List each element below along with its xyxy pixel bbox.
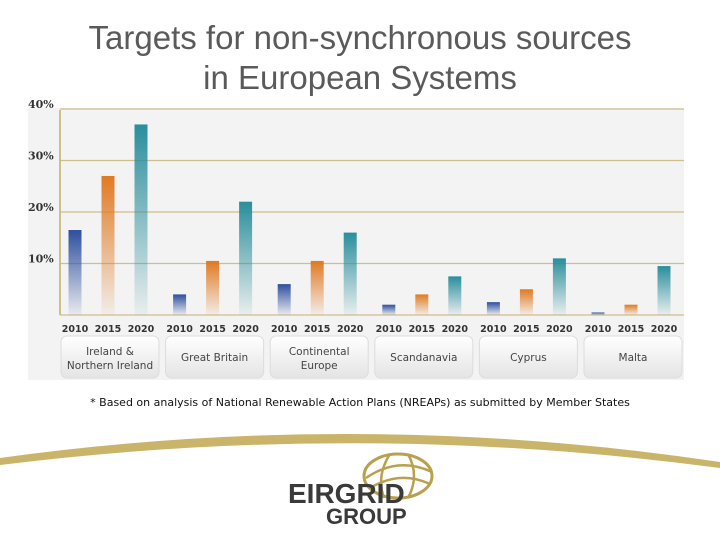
group-label-box (478, 335, 578, 379)
title-line-2: in European Systems (203, 59, 517, 96)
footnote: * Based on analysis of National Renewabl… (90, 396, 630, 409)
group-label: Continental (289, 346, 350, 358)
group-label-box (165, 335, 265, 379)
bar-1-2010 (68, 230, 82, 315)
x-tick-label: 2010 (271, 324, 298, 335)
group-label: Scandanavia (390, 352, 457, 364)
bar-1-2020 (134, 124, 148, 315)
x-tick-label: 2010 (585, 324, 612, 335)
logo-subtitle: GROUP (326, 504, 407, 529)
logo-wordmark: EIRGRID (288, 478, 405, 509)
globe-icon (362, 452, 434, 500)
y-tick-label: 10% (28, 253, 54, 266)
eirgrid-logo: EIRGRID GROUP (280, 448, 460, 529)
x-tick-label: 2010 (480, 324, 507, 335)
bar-6-2010 (591, 312, 605, 315)
bar-1-2015 (101, 175, 115, 315)
group-label-box (60, 335, 160, 379)
x-tick-label: 2015 (618, 324, 644, 335)
group-label: Malta (619, 352, 648, 364)
bar-2-2010 (173, 294, 187, 315)
bar-3-2020 (343, 232, 357, 315)
bar-2-2015 (206, 260, 220, 315)
x-tick-label: 2015 (95, 324, 121, 335)
x-axis-ticks: 2010 2015 2020 2010 2015 2020 2010 2015 2020 2010… (62, 324, 678, 335)
bars (68, 124, 671, 315)
title-line-1: Targets for non-synchronous sources (88, 19, 632, 56)
x-tick-label: 2020 (337, 324, 364, 335)
bar-6-2020 (657, 266, 671, 315)
bar-5-2020 (552, 258, 566, 315)
x-tick-label: 2015 (513, 324, 539, 335)
x-tick-label: 2010 (62, 324, 89, 335)
group-label: Northern Ireland (67, 360, 153, 372)
x-tick-label: 2010 (376, 324, 403, 335)
bar-2-2020 (239, 201, 253, 315)
x-tick-label: 2020 (442, 324, 469, 335)
x-tick-label: 2015 (409, 324, 435, 335)
x-tick-label: 2020 (128, 324, 155, 335)
group-labels: Ireland & Northern Ireland Great Britain Co… (60, 335, 683, 379)
group-label-box (583, 335, 683, 379)
bar-6-2015 (624, 304, 638, 315)
y-axis-ticks: 40% 30% 20% 10% (28, 98, 54, 266)
group-label-box (374, 335, 474, 379)
group-label: Ireland & (86, 346, 134, 358)
group-label: Europe (301, 360, 338, 372)
y-tick-label: 40% (28, 98, 54, 111)
x-tick-label: 2010 (166, 324, 193, 335)
group-label-box (269, 335, 369, 379)
bar-chart: 40%30%20%10% 2010 2015 2020 2010 2015 2020 201… (28, 98, 684, 380)
y-tick-label: 20% (28, 201, 54, 214)
x-tick-label: 2015 (199, 324, 225, 335)
y-tick-label: 30% (28, 150, 54, 163)
group-label: Great Britain (181, 352, 248, 364)
bar-3-2010 (277, 284, 291, 315)
x-tick-label: 2020 (232, 324, 259, 335)
x-tick-label: 2015 (304, 324, 330, 335)
bar-5-2010 (486, 302, 500, 315)
grid-lines (60, 108, 684, 316)
chart-title: Targets for non-synchronous sources in E… (0, 18, 720, 98)
bar-3-2015 (310, 260, 324, 315)
bar-4-2015 (415, 294, 429, 315)
group-label: Cyprus (510, 352, 547, 364)
x-tick-label: 2020 (546, 324, 573, 335)
bar-4-2010 (382, 304, 396, 315)
bar-5-2015 (519, 289, 533, 315)
x-tick-label: 2020 (651, 324, 678, 335)
bar-4-2020 (448, 276, 462, 315)
